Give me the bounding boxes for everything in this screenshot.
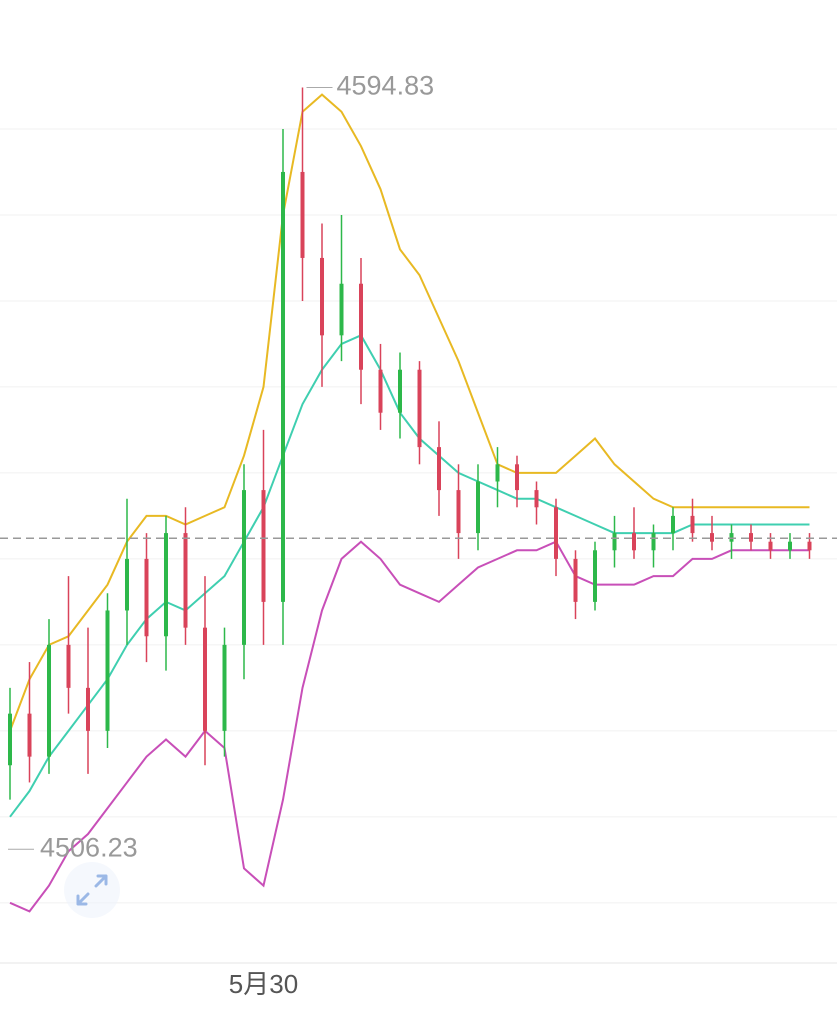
candle-body: [47, 644, 51, 757]
expand-icon[interactable]: [64, 862, 120, 918]
x-tick-label: 5月30: [229, 969, 298, 999]
candle-body: [378, 369, 383, 413]
candle-body: [690, 515, 695, 534]
candle-body: [788, 541, 792, 551]
candle-body: [105, 610, 110, 731]
candle-body: [671, 515, 675, 534]
candle-body: [183, 533, 188, 628]
candle-body: [300, 171, 305, 258]
candle-body: [456, 490, 461, 534]
candle-body: [203, 627, 207, 731]
candle-body: [593, 550, 597, 602]
candle-body: [222, 644, 227, 731]
candle-body: [807, 541, 812, 551]
band-line: [9, 540, 810, 913]
candle-body: [398, 369, 402, 413]
candle-body: [417, 369, 422, 448]
candle-body: [651, 533, 656, 551]
candle-body: [125, 558, 129, 611]
band-line: [9, 93, 810, 732]
candle-body: [8, 713, 12, 766]
candle-body: [164, 533, 168, 637]
min-price-label: 4506.23: [40, 832, 138, 862]
candle-body: [242, 490, 246, 645]
candle-body: [86, 687, 90, 731]
candle-body: [554, 507, 558, 559]
candle-body: [768, 541, 773, 551]
candle-body: [437, 447, 441, 491]
candle-body: [534, 490, 539, 508]
candle-body: [339, 283, 344, 336]
candle-body: [320, 257, 324, 336]
candle-body: [632, 533, 636, 551]
candle-body: [573, 558, 578, 602]
candle-body: [729, 533, 734, 542]
candle-body: [495, 464, 500, 482]
band-line: [9, 334, 810, 818]
candle-body: [710, 533, 714, 542]
candle-body: [27, 713, 32, 757]
candle-body: [261, 490, 266, 602]
candle-body: [515, 464, 519, 491]
candle-body: [476, 481, 480, 534]
candle-body: [359, 283, 363, 370]
candle-body: [144, 558, 149, 637]
max-price-label: 4594.83: [337, 71, 435, 101]
candle-body: [749, 533, 753, 542]
candle-body: [66, 644, 71, 688]
candle-body: [612, 533, 617, 551]
candle-body: [281, 171, 285, 602]
